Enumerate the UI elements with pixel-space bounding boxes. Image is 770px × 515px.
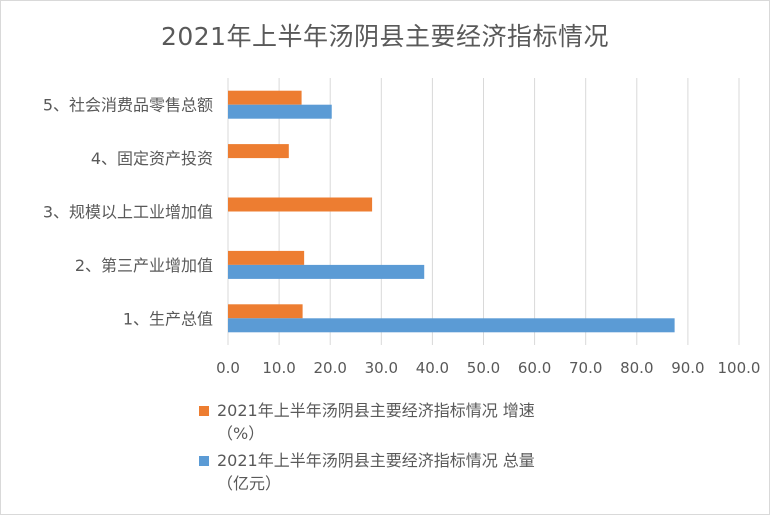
x-tick-label: 90.0 (671, 359, 704, 377)
x-tick-label: 10.0 (262, 359, 295, 377)
category-label: 1、生产总值 (123, 309, 213, 328)
legend-label-growth: 2021年上半年汤阴县主要经济指标情况 增速 (217, 401, 535, 420)
legend-item-growth: 2021年上半年汤阴县主要经济指标情况 增速 （%） (199, 399, 535, 445)
category-label: 2、第三产业增加值 (75, 256, 213, 275)
x-tick-label: 20.0 (313, 359, 346, 377)
x-tick-label: 60.0 (518, 359, 551, 377)
x-tick-label: 70.0 (569, 359, 602, 377)
bar-growth (228, 144, 289, 159)
chart-title: 2021年上半年汤阴县主要经济指标情况 (160, 22, 610, 51)
x-tick-label: 50.0 (467, 359, 500, 377)
bar-plot: 0.0 10.0 20.0 30.0 40.0 50.0 60.0 70.0 80.0 90.0 1… (43, 78, 761, 377)
category-label: 4、固定资产投资 (91, 149, 213, 168)
legend-swatch-total (199, 456, 209, 466)
legend-label-total-unit: （亿元） (217, 474, 282, 493)
x-tick-label: 100.0 (718, 359, 761, 377)
legend-item-total: 2021年上半年汤阴县主要经济指标情况 总量 （亿元） (199, 449, 535, 495)
legend-label-total: 2021年上半年汤阴县主要经济指标情况 总量 (217, 451, 535, 470)
bar-growth (228, 250, 305, 265)
bar-growth (228, 304, 303, 319)
bar-total (228, 104, 332, 119)
legend-swatch-growth (199, 406, 209, 416)
bar-total (228, 318, 675, 333)
x-tick-label: 80.0 (620, 359, 653, 377)
category-label: 5、社会消费品零售总额 (43, 96, 213, 115)
x-tick-label: 30.0 (365, 359, 398, 377)
x-tick-label: 40.0 (416, 359, 449, 377)
bar-growth (228, 90, 302, 105)
bar-total (228, 264, 425, 279)
x-tick-label: 0.0 (216, 359, 240, 377)
bar-growth (228, 197, 373, 212)
legend: 2021年上半年汤阴县主要经济指标情况 增速 （%） 2021年上半年汤阴县主要… (199, 399, 535, 495)
category-label: 3、规模以上工业增加值 (43, 203, 213, 222)
legend-label-growth-unit: （%） (217, 424, 265, 443)
